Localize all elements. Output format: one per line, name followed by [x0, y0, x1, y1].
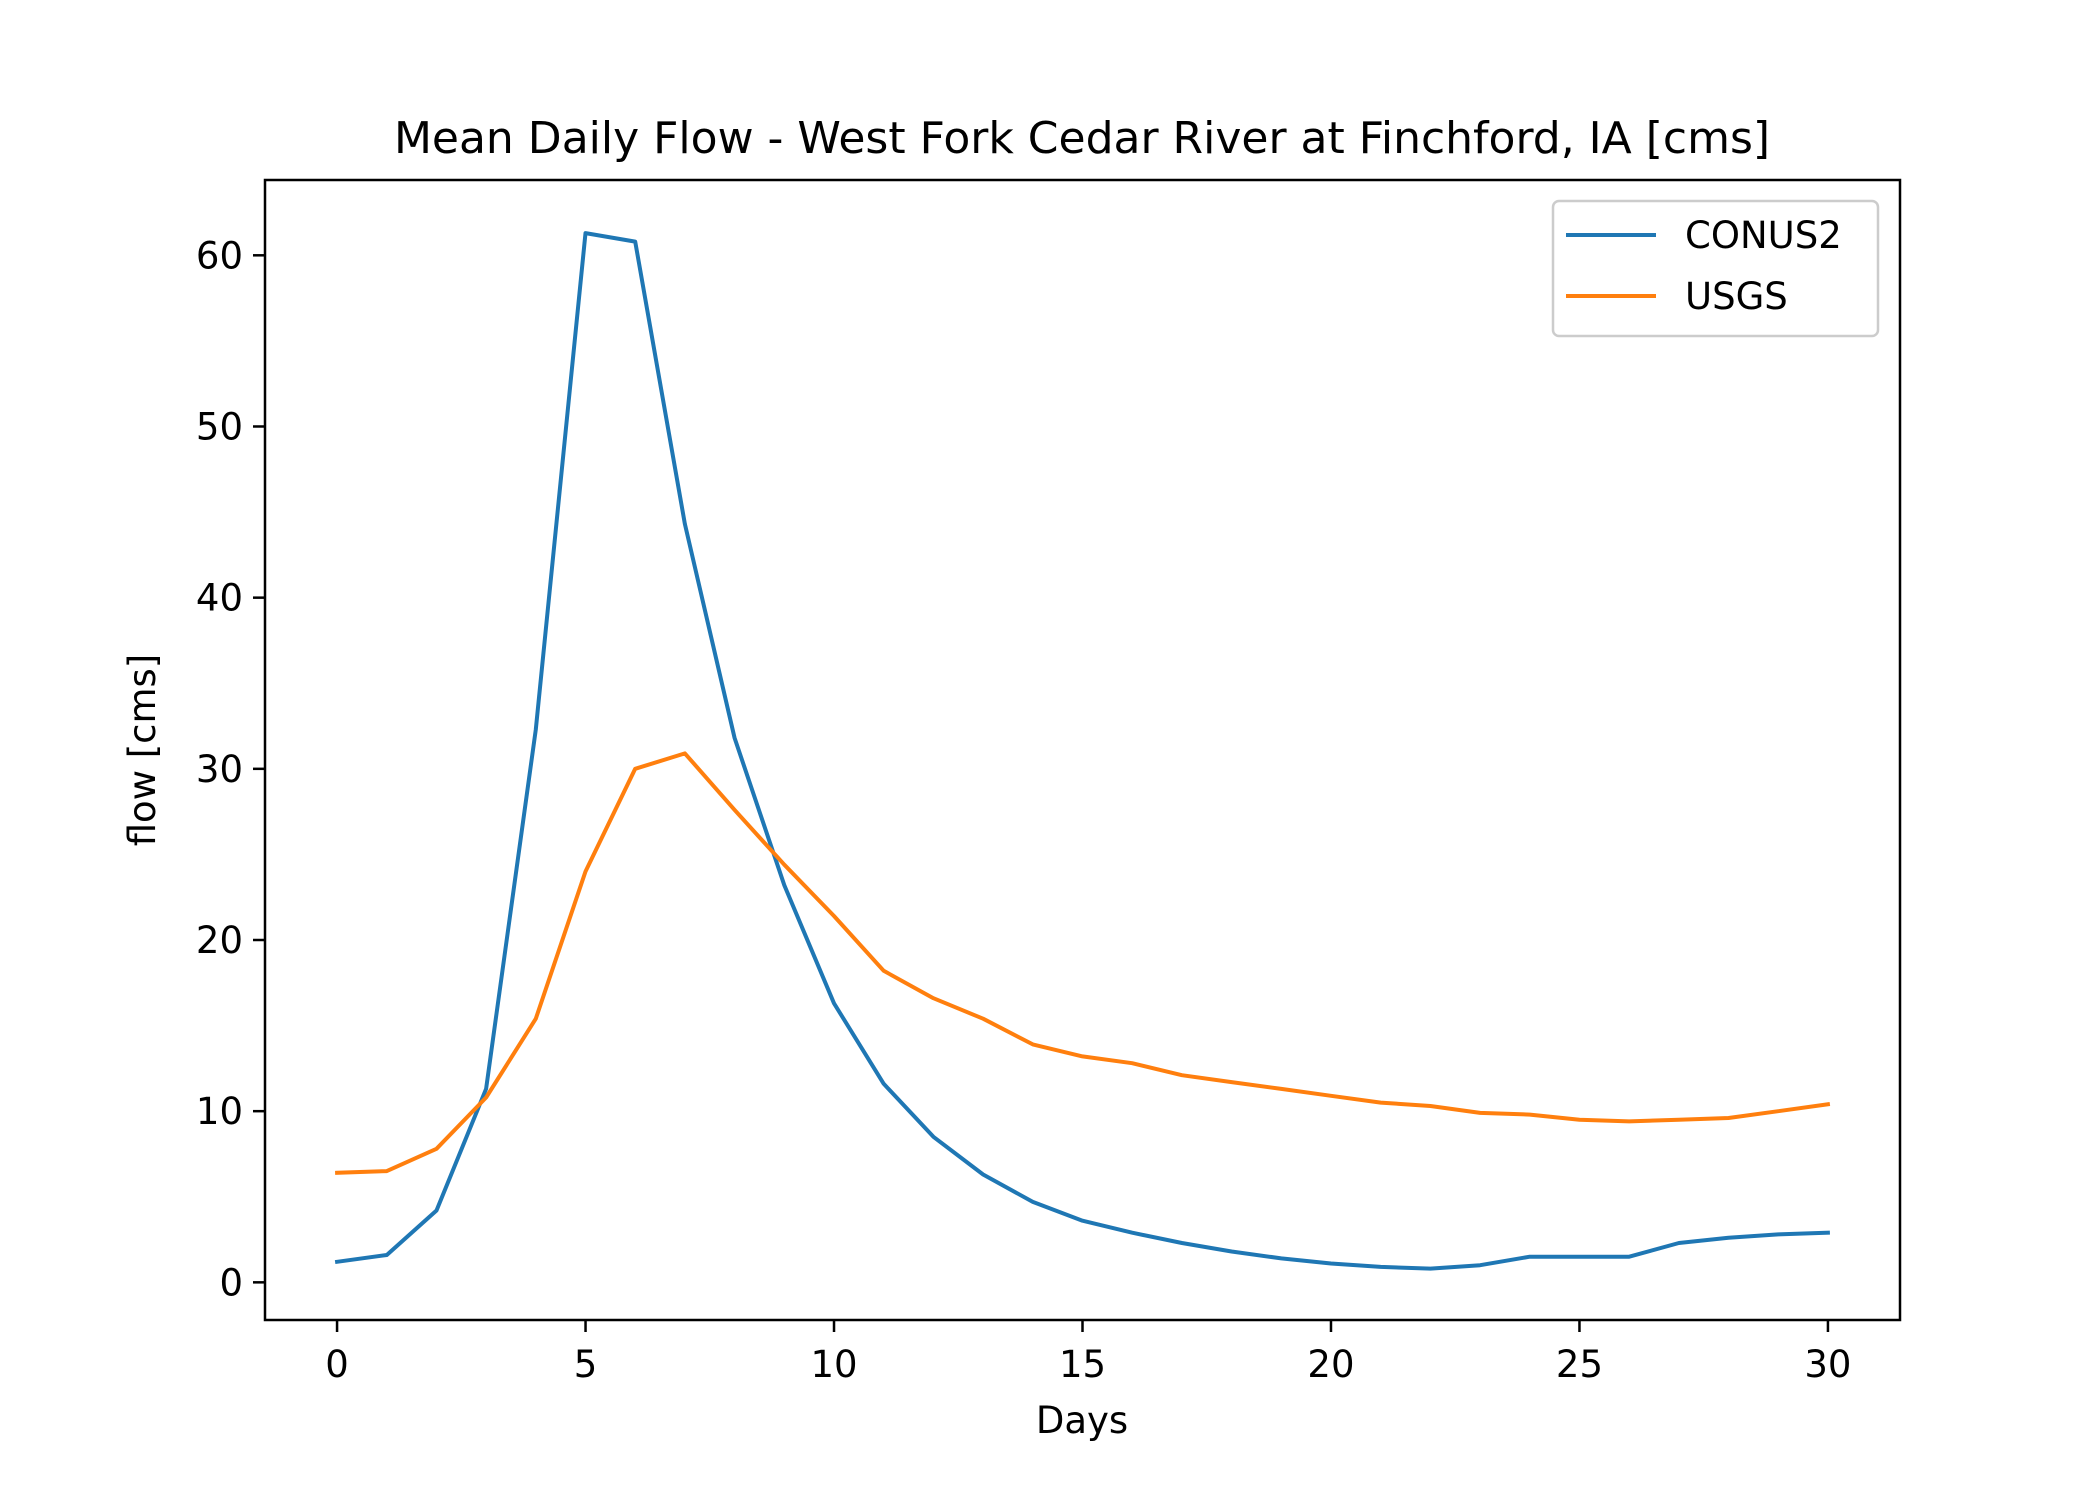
- y-axis: 0 10 20 30 40 50 60: [196, 234, 265, 1304]
- plot-frame: [263, 178, 1902, 1322]
- y-tick-label: 10: [196, 1090, 243, 1133]
- y-tick-label: 0: [219, 1261, 243, 1304]
- x-axis: 0 5 10 15 20 25 30: [325, 1320, 1851, 1386]
- legend: CONUS2 USGS: [1551, 199, 1880, 338]
- y-tick-label: 30: [196, 748, 243, 791]
- series-line-usgs: [335, 751, 1831, 1175]
- y-tick-label: 50: [196, 405, 243, 448]
- legend-label-usgs: USGS: [1685, 275, 1788, 318]
- x-axis-label: Days: [1036, 1399, 1128, 1442]
- x-tick-label: 15: [1059, 1343, 1106, 1386]
- y-tick-label: 40: [196, 577, 243, 620]
- chart-title: Mean Daily Flow - West Fork Cedar River …: [394, 113, 1770, 164]
- series-layer: [334, 231, 1831, 1271]
- series-line-conus2: [334, 231, 1830, 1271]
- legend-label-conus2: CONUS2: [1685, 214, 1842, 257]
- x-tick-label: 20: [1307, 1343, 1354, 1386]
- x-tick-label: 10: [810, 1343, 857, 1386]
- y-tick-label: 20: [196, 919, 243, 962]
- x-tick-label: 30: [1804, 1343, 1851, 1386]
- x-tick-label: 0: [325, 1343, 349, 1386]
- plot-area: [263, 178, 1902, 1322]
- x-tick-label: 25: [1556, 1343, 1603, 1386]
- x-tick-label: 5: [574, 1343, 598, 1386]
- y-tick-label: 60: [196, 234, 243, 277]
- y-axis-label: flow [cms]: [121, 654, 164, 847]
